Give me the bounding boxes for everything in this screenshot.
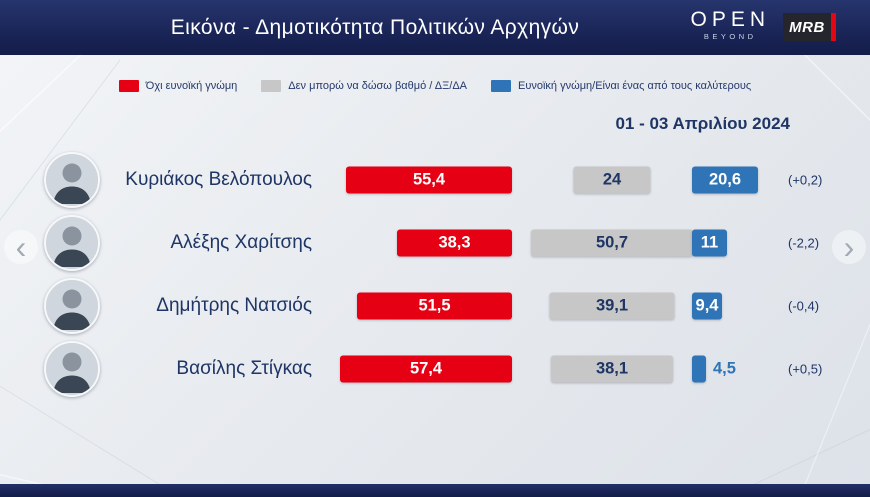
open-logo-text: OPEN bbox=[690, 8, 770, 31]
favorable-swatch-icon bbox=[491, 80, 512, 92]
bar-unfavorable-value: 55,4 bbox=[412, 170, 446, 189]
bar-unfavorable-value: 38,3 bbox=[438, 233, 471, 252]
legend-label: Όχι ευνοϊκή γνώμη bbox=[145, 80, 238, 92]
bar-neutral: 38,1 bbox=[551, 355, 673, 383]
leader-avatar bbox=[44, 152, 100, 208]
bar-neutral: 39,1 bbox=[549, 292, 675, 320]
bar-unfavorable-value: 51,5 bbox=[418, 296, 451, 315]
bar-favorable-value: 20,6 bbox=[708, 170, 742, 189]
bar-neutral-value: 50,7 bbox=[595, 233, 629, 252]
page-title: Εικόνα - Δημοτικότητα Πολιτικών Αρχηγών bbox=[170, 16, 580, 39]
header-bar: Εικόνα - Δημοτικότητα Πολιτικών Αρχηγών … bbox=[0, 0, 870, 55]
bar-favorable-value: 11 bbox=[700, 233, 719, 252]
leader-name: Αλέξης Χαρίτσης bbox=[170, 232, 312, 253]
bar-unfavorable: 57,4 bbox=[340, 355, 512, 383]
leader-rows: Κυριάκος Βελόπουλος 55,4 24 20,6 (+0,2) … bbox=[0, 152, 870, 412]
bar-neutral: 50,7 bbox=[531, 229, 693, 257]
change-value: (-0,4) bbox=[788, 298, 820, 314]
leader-row: Αλέξης Χαρίτσης 38,3 50,7 11 (-2,2) bbox=[0, 215, 870, 271]
change-value: (-2,2) bbox=[788, 235, 820, 251]
open-logo-subtext: BEYOND bbox=[703, 32, 757, 41]
leader-row: Δημήτρης Νατσιός 51,5 39,1 9,4 (-0,4) bbox=[0, 278, 870, 334]
change-value: (+0,2) bbox=[788, 172, 823, 188]
bar-unfavorable-value: 57,4 bbox=[409, 359, 443, 378]
bar-neutral: 24 bbox=[573, 166, 651, 194]
leader-avatar bbox=[44, 215, 100, 271]
person-silhouette-icon bbox=[46, 280, 98, 332]
bar-neutral-value: 24 bbox=[602, 170, 622, 189]
poll-date-range: 01 - 03 Απριλίου 2024 bbox=[615, 114, 790, 133]
leader-avatar bbox=[44, 341, 100, 397]
bar-unfavorable: 38,3 bbox=[397, 229, 512, 257]
unfavorable-swatch-icon bbox=[118, 80, 139, 92]
legend-label: Δεν μπορώ να δώσω βαθμό / ΔΞ/ΔΑ bbox=[288, 80, 468, 92]
leader-row: Κυριάκος Βελόπουλος 55,4 24 20,6 (+0,2) bbox=[0, 152, 870, 208]
leader-name: Βασίλης Στίγκας bbox=[176, 358, 312, 379]
mrb-logo: MRB bbox=[783, 13, 836, 41]
bar-neutral-value: 39,1 bbox=[595, 296, 629, 315]
leader-avatar bbox=[44, 278, 100, 334]
legend-item-favorable: Ευνοϊκή γνώμη/Είναι ένας από τους καλύτε… bbox=[491, 80, 751, 92]
bar-unfavorable: 51,5 bbox=[357, 292, 512, 320]
leader-name: Κυριάκος Βελόπουλος bbox=[125, 169, 312, 190]
bar-favorable: 4,5 bbox=[692, 355, 736, 383]
carousel-prev-button[interactable]: ‹ bbox=[4, 230, 38, 264]
bottom-bar bbox=[0, 484, 870, 497]
bar-favorable-value: 9,4 bbox=[695, 296, 719, 315]
leader-row: Βασίλης Στίγκας 57,4 38,1 4,5 (+0,5) bbox=[0, 341, 870, 397]
person-silhouette-icon bbox=[46, 154, 98, 206]
bar-neutral-value: 38,1 bbox=[595, 359, 629, 378]
legend-label: Ευνοϊκή γνώμη/Είναι ένας από τους καλύτε… bbox=[518, 80, 752, 92]
leader-name: Δημήτρης Νατσιός bbox=[156, 295, 312, 316]
person-silhouette-icon bbox=[46, 217, 98, 269]
neutral-swatch-icon bbox=[261, 80, 282, 92]
legend-item-unfavorable: Όχι ευνοϊκή γνώμη bbox=[118, 80, 238, 92]
bar-favorable: 20,6 bbox=[692, 166, 758, 194]
bar-favorable-value: 4,5 bbox=[713, 359, 736, 378]
bar-favorable: 11 bbox=[692, 229, 727, 257]
person-silhouette-icon bbox=[46, 343, 98, 395]
legend: Όχι ευνοϊκή γνώμη Δεν μπορώ να δώσω βαθμ… bbox=[0, 80, 870, 92]
change-value: (+0,5) bbox=[788, 361, 823, 377]
bar-unfavorable: 55,4 bbox=[346, 166, 512, 194]
carousel-next-button[interactable]: › bbox=[832, 230, 866, 264]
legend-item-neutral: Δεν μπορώ να δώσω βαθμό / ΔΞ/ΔΑ bbox=[261, 80, 467, 92]
bar-favorable: 9,4 bbox=[692, 292, 722, 320]
open-channel-logo: OPEN BEYOND bbox=[690, 8, 770, 42]
